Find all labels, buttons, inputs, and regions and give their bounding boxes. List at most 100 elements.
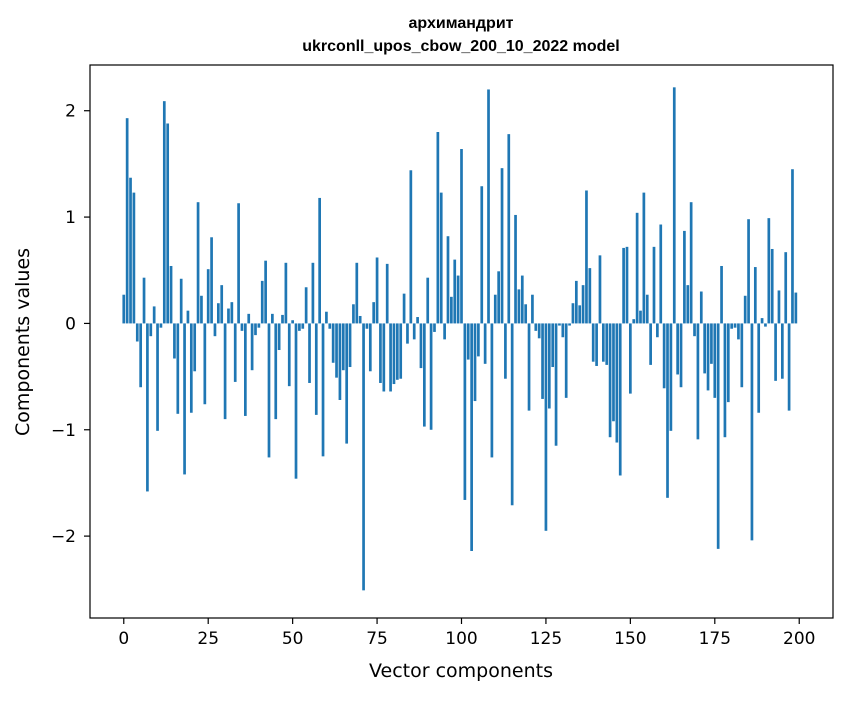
bar-component-108 — [487, 89, 490, 324]
bar-component-129 — [558, 323, 561, 326]
bar-component-182 — [737, 323, 740, 340]
bar-component-198 — [791, 169, 794, 324]
bar-component-100 — [460, 149, 463, 324]
bar-component-148 — [622, 247, 625, 324]
bar-component-103 — [470, 323, 473, 551]
y-tick-label--2: −2 — [51, 527, 76, 547]
bar-component-171 — [699, 291, 703, 324]
bar-component-187 — [753, 267, 757, 324]
bar-component-156 — [649, 323, 652, 365]
bar-component-84 — [406, 323, 409, 344]
bar-component-67 — [348, 323, 352, 368]
bar-component-8 — [149, 323, 153, 337]
bar-component-52 — [298, 323, 301, 331]
x-tick-label-150: 150 — [614, 629, 646, 649]
bar-component-133 — [571, 303, 575, 324]
bar-component-97 — [450, 296, 453, 324]
x-tick-label-175: 175 — [699, 629, 731, 649]
bars-group — [122, 87, 798, 591]
bar-component-29 — [220, 285, 224, 324]
bar-component-46 — [277, 323, 281, 351]
bar-component-143 — [605, 323, 609, 365]
bar-component-0 — [122, 294, 126, 324]
bar-component-136 — [581, 285, 585, 324]
bar-component-63 — [335, 323, 338, 378]
bar-component-199 — [794, 292, 798, 324]
bar-component-15 — [173, 323, 176, 359]
bar-component-12 — [162, 101, 166, 324]
bar-component-44 — [271, 313, 274, 324]
bar-component-2 — [129, 177, 132, 324]
y-tick-label-1: 1 — [65, 208, 76, 228]
bar-component-41 — [260, 280, 264, 324]
bar-component-50 — [291, 320, 294, 324]
bar-component-28 — [216, 303, 220, 324]
x-tick-label-0: 0 — [118, 629, 129, 649]
bar-component-37 — [247, 313, 251, 324]
bar-component-117 — [517, 289, 521, 324]
bar-component-104 — [473, 323, 477, 402]
y-axis-label: Components values — [12, 248, 34, 436]
bar-component-13 — [166, 123, 170, 324]
bar-component-130 — [561, 323, 565, 338]
bar-component-174 — [710, 323, 713, 364]
bar-component-25 — [206, 269, 210, 324]
x-tick-label-75: 75 — [366, 629, 388, 649]
bar-component-128 — [554, 323, 558, 446]
bar-component-22 — [196, 202, 200, 324]
bar-component-192 — [770, 248, 774, 324]
bar-component-87 — [416, 317, 419, 324]
bar-component-119 — [524, 304, 528, 324]
bar-component-48 — [284, 262, 288, 324]
bar-component-27 — [213, 323, 217, 337]
bar-component-59 — [321, 323, 325, 457]
bar-component-73 — [368, 323, 372, 372]
bar-component-31 — [227, 308, 230, 324]
bar-component-158 — [656, 323, 659, 338]
bar-component-88 — [419, 323, 423, 369]
bar-component-3 — [132, 192, 136, 324]
bar-component-168 — [689, 202, 693, 324]
bar-component-109 — [490, 323, 494, 458]
bar-component-45 — [274, 323, 278, 420]
bar-component-166 — [683, 230, 686, 324]
bar-component-20 — [189, 323, 193, 413]
bar-component-185 — [747, 219, 750, 324]
bar-component-163 — [672, 87, 676, 324]
bar-component-1 — [125, 118, 129, 324]
bar-component-141 — [598, 255, 602, 324]
bar-component-16 — [176, 323, 180, 414]
bar-component-92 — [433, 323, 436, 332]
bar-component-9 — [152, 306, 156, 324]
bar-component-151 — [632, 319, 636, 324]
bar-component-93 — [436, 132, 440, 324]
bar-component-197 — [787, 323, 791, 411]
bar-component-111 — [497, 271, 500, 324]
bar-component-14 — [169, 265, 173, 324]
bar-component-36 — [244, 323, 247, 416]
bar-component-189 — [760, 318, 764, 324]
bar-component-75 — [375, 257, 379, 324]
bar-component-60 — [325, 311, 328, 324]
bar-component-190 — [764, 323, 767, 327]
bar-component-125 — [544, 323, 548, 531]
bar-component-105 — [477, 323, 480, 357]
bar-component-135 — [578, 305, 582, 324]
bar-component-159 — [659, 224, 663, 324]
bar-component-80 — [392, 323, 396, 385]
bar-component-55 — [308, 323, 311, 383]
bar-component-72 — [365, 323, 369, 329]
bar-component-70 — [358, 315, 362, 324]
bar-component-157 — [652, 246, 656, 324]
bar-component-4 — [135, 323, 139, 342]
bar-component-173 — [706, 323, 710, 391]
bar-component-21 — [193, 323, 197, 372]
bar-component-85 — [409, 170, 413, 324]
x-axis-label: Vector components — [369, 660, 553, 682]
x-tick-label-25: 25 — [197, 629, 219, 649]
bar-component-138 — [588, 268, 592, 324]
bar-component-17 — [179, 278, 183, 324]
bar-component-5 — [139, 323, 143, 388]
